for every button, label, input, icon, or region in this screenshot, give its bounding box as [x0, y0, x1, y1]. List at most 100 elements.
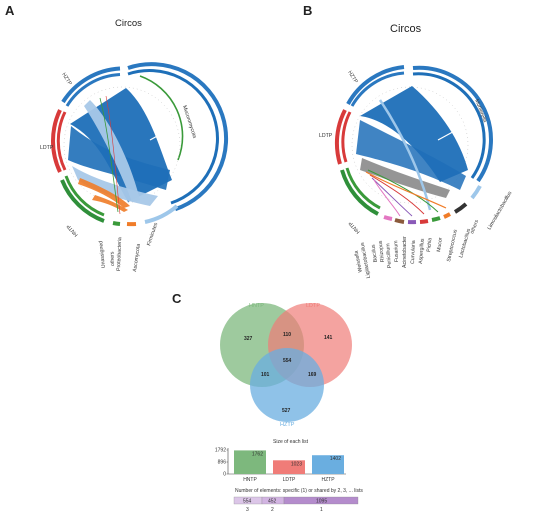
- chord-b-lacto: [365, 171, 447, 209]
- chord-b-pichia: [371, 177, 413, 217]
- label-ascomycota: Ascomycota: [132, 243, 142, 272]
- number-title: Number of elements: specific (1) or shar…: [235, 488, 363, 494]
- arc-mortierella: [412, 65, 493, 183]
- label-hntp-a: HNTP: [66, 222, 80, 237]
- size-value-label: 1023: [291, 461, 302, 467]
- venn-ldtp-hztp: 169: [308, 372, 317, 378]
- arc-limosilacto: [470, 185, 482, 200]
- circos-b: [334, 65, 493, 225]
- arc-mucoromycota: [127, 62, 229, 212]
- number-val-2: 452: [268, 499, 277, 505]
- ring-hntp-b: [345, 167, 381, 210]
- arc-mucor: [419, 219, 429, 224]
- venn-ldtp-only: 141: [324, 335, 333, 341]
- arc-strepto: [431, 216, 441, 222]
- chord-b-limo: [378, 99, 432, 211]
- size-value-label: 1402: [330, 456, 341, 462]
- venn-label-hntp: HNTP: [249, 303, 264, 309]
- number-shared-3: 3: [246, 507, 249, 513]
- size-ytick-label: 896: [218, 460, 227, 466]
- ring-mortierella: [412, 72, 486, 179]
- venn-hntp-hztp: 101: [261, 372, 270, 378]
- arc-curvu: [383, 215, 393, 221]
- size-value-label: 1762: [252, 451, 263, 457]
- chord-ascomycota: [78, 178, 130, 208]
- arc-hztp: [61, 66, 121, 104]
- label-lacto: Lactobacillus: [458, 228, 472, 259]
- arc-ldtp-b: [334, 109, 347, 165]
- label-rhizopus: Rhizopus: [378, 240, 386, 263]
- size-ytick-label: 1792: [215, 448, 226, 454]
- arc-hntp-b: [340, 169, 379, 216]
- label-firmicutes: Firmicutes: [146, 222, 159, 247]
- size-category-label: HZTP: [321, 477, 335, 483]
- arc-proteobacteria: [112, 221, 121, 226]
- ring-mucoromycota: [127, 69, 219, 205]
- label-hztp-a: HZTP: [60, 72, 73, 87]
- number-bar: [233, 496, 359, 505]
- label-strepto: Streptococcus: [446, 229, 459, 263]
- venn-label-hztp: HZTP: [280, 422, 295, 428]
- chord-b-mucor: [369, 174, 425, 215]
- venn-all: 554: [283, 358, 292, 364]
- label-pichia: Pichia: [426, 237, 433, 252]
- arc-others-b: [453, 202, 468, 214]
- arc-asperg: [394, 218, 405, 224]
- number-shared-1: 1: [320, 507, 323, 513]
- chord-proteo: [99, 97, 119, 213]
- chord-firmicutes-b: [84, 100, 140, 202]
- size-category-label: LDTP: [283, 477, 296, 483]
- number-val-3: 554: [243, 499, 252, 505]
- venn-hntp-ldtp: 110: [283, 332, 291, 338]
- number-val-1: 1095: [316, 499, 327, 505]
- label-ldtp-b: LDTP: [319, 133, 333, 139]
- label-acineto: Acinetobacter: [402, 236, 408, 268]
- label-mucoromycota: Mucoromycota: [181, 105, 197, 139]
- size-chart-title: Size of each list: [273, 439, 309, 445]
- ring-mucoromycota-green: [139, 75, 184, 161]
- chord-b-highlight: [437, 127, 461, 141]
- size-bar-chart: 0 896 1792 1762 HNTP 1023 LDTP 1402 HZTP: [215, 448, 346, 483]
- panel-a-title: Circos: [115, 18, 142, 29]
- ring-hztp-b: [350, 71, 405, 107]
- arc-hntp: [60, 179, 105, 223]
- venn-hztp-only: 527: [282, 408, 291, 414]
- ring-ldtp: [56, 111, 67, 171]
- label-asperg: Aspergillus: [418, 238, 426, 264]
- size-category-label: HNTP: [243, 477, 257, 483]
- chord-b-others: [360, 158, 450, 198]
- arc-ldtp: [50, 109, 62, 173]
- size-bar-hntp: [234, 450, 266, 474]
- chord-b-curvu: [373, 179, 401, 217]
- label-weissella: Weissella: [353, 250, 363, 273]
- size-bar-hztp: [312, 455, 344, 474]
- ring-hztp: [65, 73, 121, 107]
- label-hztp-b: HZTP: [346, 70, 359, 85]
- label-limosilacto: Limosilactobacillus: [487, 190, 514, 231]
- label-penicillium: Penicillium: [385, 243, 393, 268]
- panel-a-letter: A: [5, 3, 15, 18]
- panel-b-letter: B: [303, 3, 313, 18]
- label-unassigned: Unassigned: [98, 240, 107, 268]
- arc-lacto: [443, 212, 451, 219]
- chord-highlight: [149, 127, 173, 141]
- ring-ldtp-b: [341, 111, 352, 163]
- chord-others: [105, 95, 121, 215]
- tick-ring-b: [351, 86, 469, 204]
- arc-firmicutes: [144, 204, 179, 224]
- ring-hntp: [64, 175, 105, 217]
- label-fusarium: Fusarium: [393, 240, 400, 262]
- label-ldtp-a: LDTP: [40, 145, 54, 151]
- label-proteobacteria: Proteobacteria: [116, 237, 123, 271]
- label-others-b: others: [469, 219, 480, 235]
- chord-b-strepto: [367, 169, 439, 213]
- number-seg-1: [283, 496, 359, 505]
- label-curvu: Curvularia: [410, 240, 417, 264]
- arc-hztp-b: [346, 65, 405, 105]
- size-ytick-label: 0: [223, 472, 226, 478]
- label-bacillus: Bacillus: [370, 244, 378, 263]
- venn-circle-hztp: [250, 348, 324, 422]
- venn-hntp-only: 327: [244, 336, 253, 342]
- circos-a: [50, 62, 229, 227]
